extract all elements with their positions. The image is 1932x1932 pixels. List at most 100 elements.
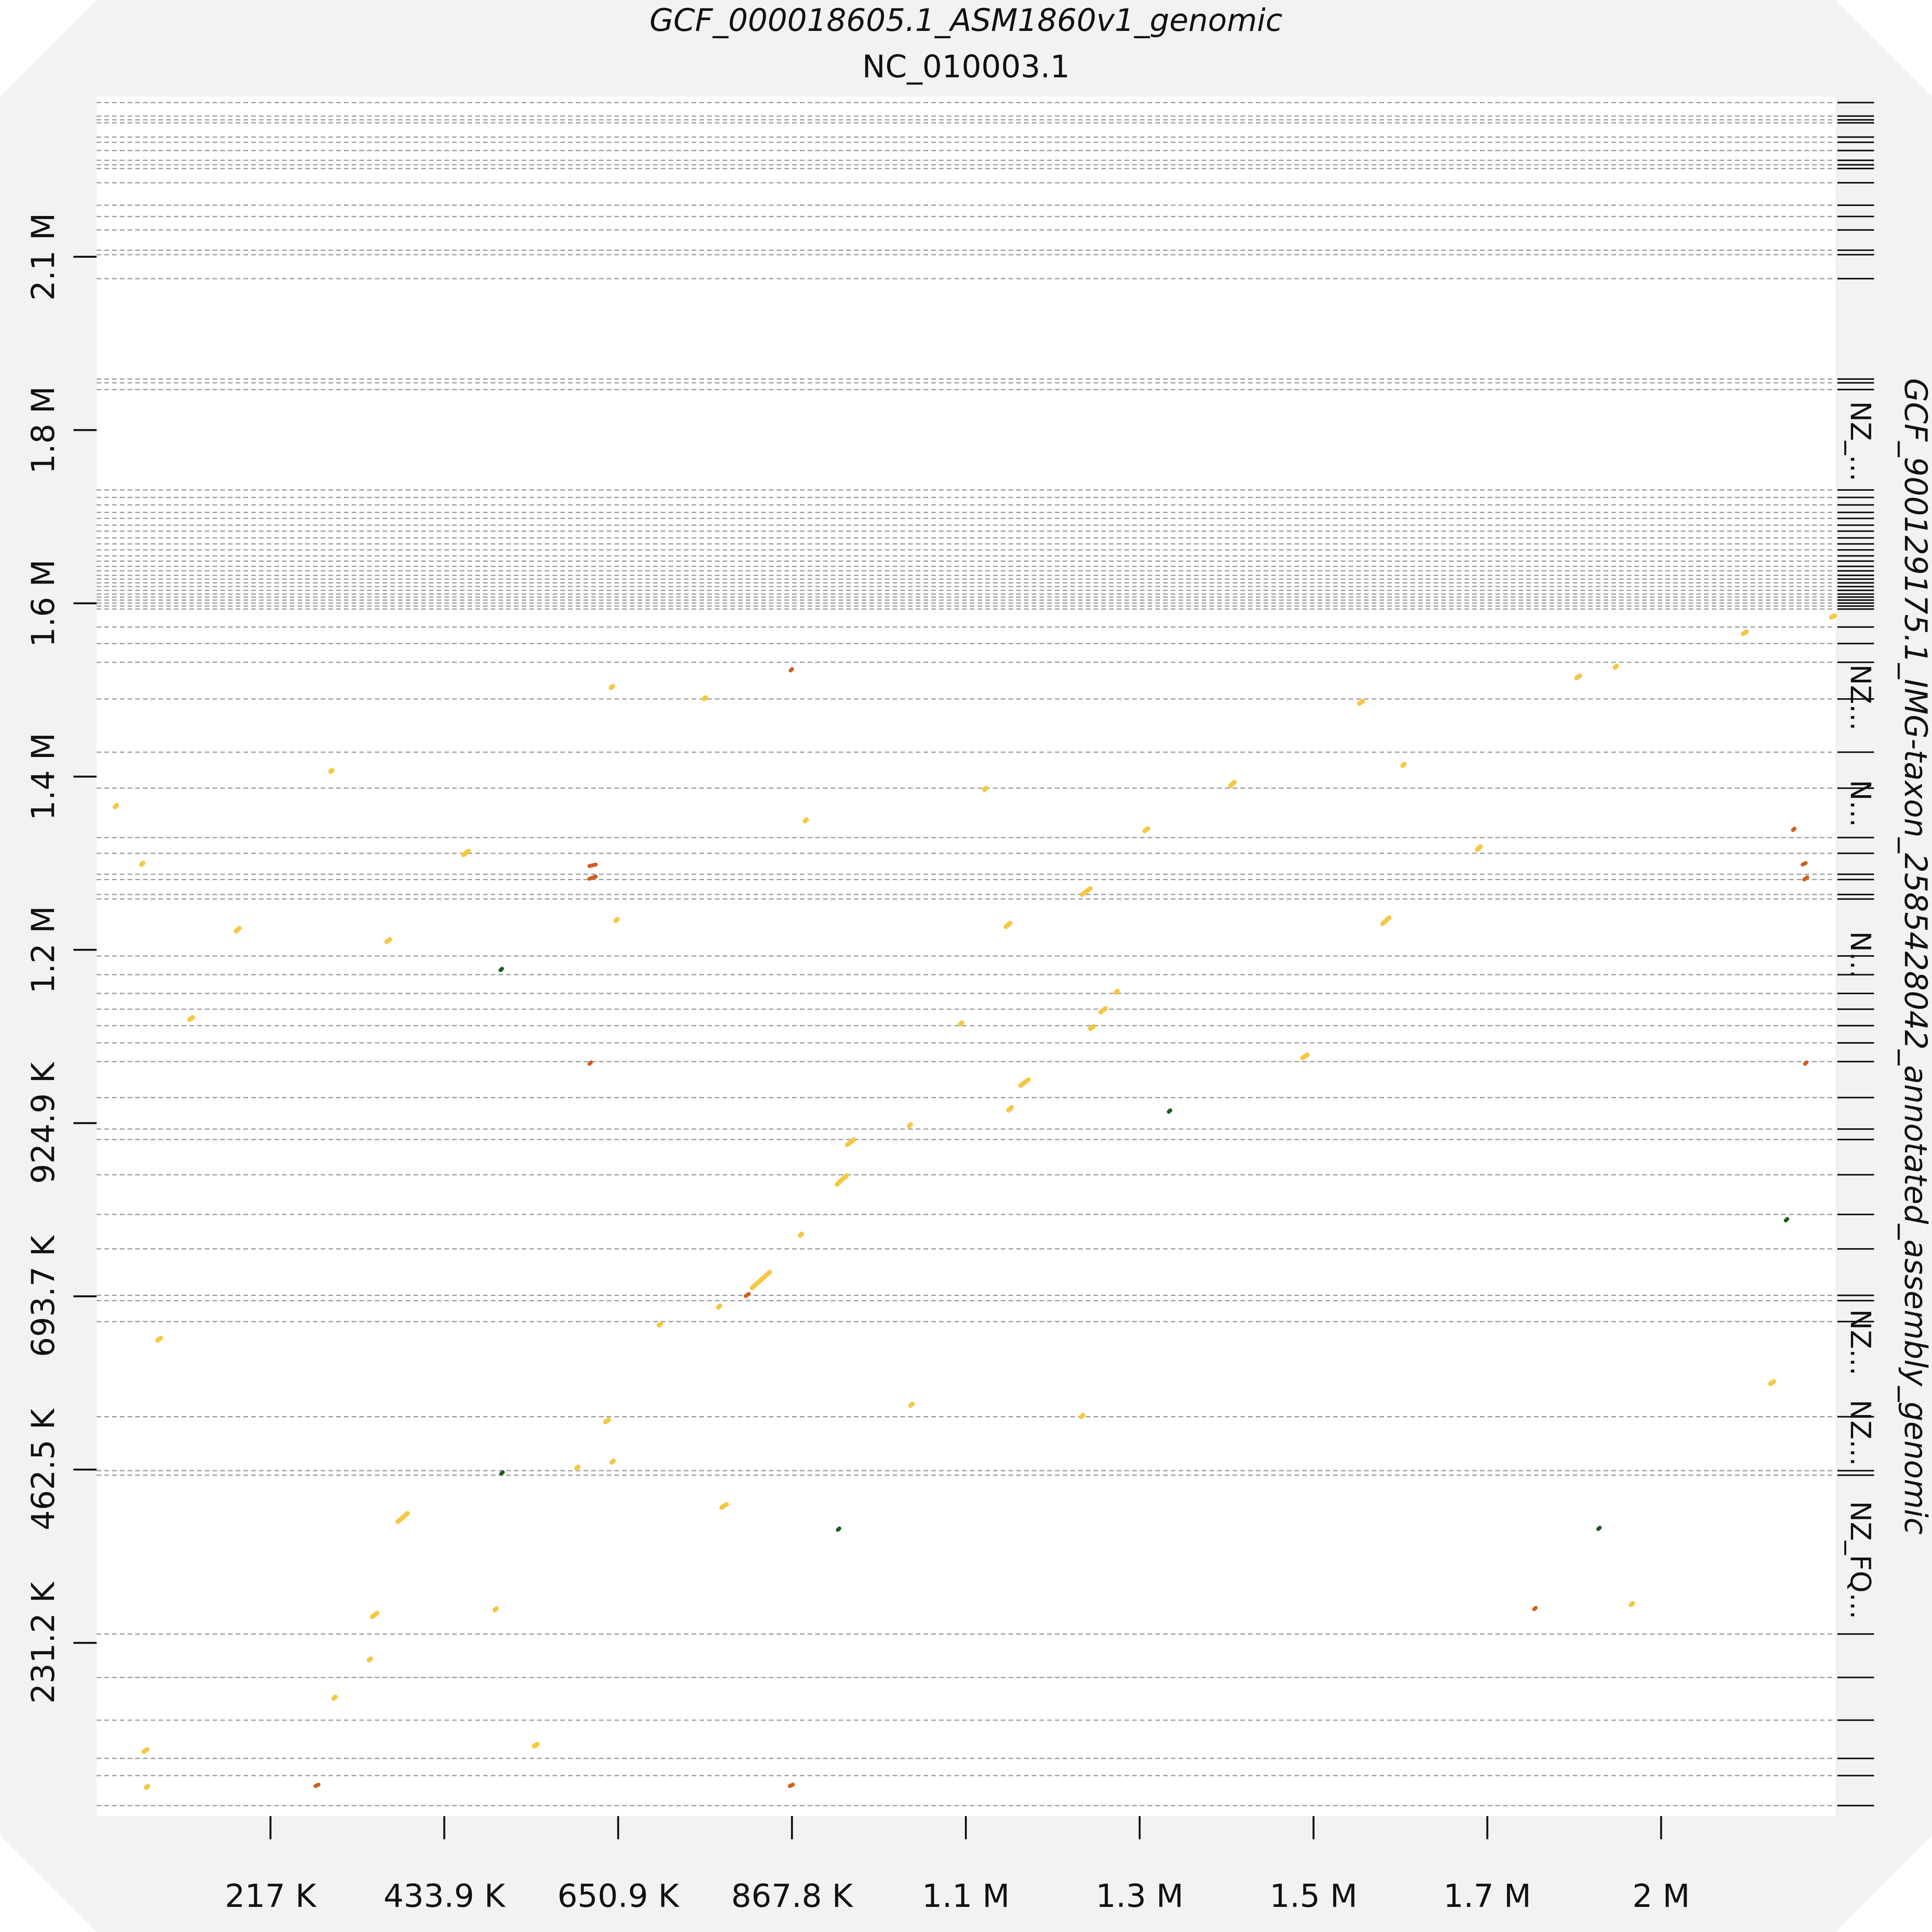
x-tick-label: 650.9 K	[557, 1878, 680, 1915]
alignment-segment	[1829, 613, 1837, 620]
x-tick-label: 1.3 M	[1096, 1878, 1184, 1915]
alignment-segment	[613, 917, 620, 923]
alignment-segment	[144, 1784, 150, 1790]
alignment-segment	[1357, 699, 1365, 706]
x-axis: 217 K 433.9 K 650.9 K 867.8 K 1.1 M 1.3 M 1.5 …	[225, 1816, 1690, 1915]
y-tick-label: 231.2 K	[25, 1581, 62, 1704]
alignment-segment	[1475, 844, 1483, 852]
x-tick-label: 433.9 K	[383, 1878, 506, 1915]
alignment-segment	[155, 1335, 163, 1343]
contig-label: NZ...	[1844, 1309, 1877, 1376]
alignment-segment	[750, 1270, 772, 1291]
y-tick-label: 462.5 K	[25, 1408, 62, 1531]
x-tick-label: 1.1 M	[922, 1878, 1010, 1915]
alignment-segment	[1741, 629, 1749, 636]
alignment-segment	[798, 1231, 804, 1238]
alignment-segment	[908, 1401, 915, 1408]
alignment-segment	[1113, 989, 1120, 995]
contig-label: N...	[1844, 931, 1877, 979]
alignment-segment	[587, 862, 598, 868]
alignment-segment	[1784, 1217, 1789, 1223]
y-tick-label: 924.9 K	[25, 1061, 62, 1184]
y-tick-label: 693.7 K	[25, 1235, 62, 1357]
alignment-segment	[701, 695, 708, 701]
y-tick-label: 1.6 M	[25, 560, 62, 647]
alignment-segment	[587, 874, 598, 881]
contig-label: N...	[1844, 780, 1877, 827]
x-tick-label: 2 M	[1632, 1878, 1690, 1915]
contig-gridlines	[97, 102, 1835, 1806]
alignment-segment	[656, 1321, 663, 1328]
alignment-segment	[1079, 1413, 1085, 1419]
alignment-segment	[1080, 886, 1093, 897]
alignment-segment	[395, 1511, 410, 1524]
x-tick-label: 1.5 M	[1270, 1878, 1357, 1915]
contig-label: NZ...	[1844, 664, 1877, 731]
alignment-segment	[982, 786, 988, 792]
alignment-segment	[836, 1526, 842, 1532]
alignment-segment	[958, 1020, 964, 1027]
alignment-segment	[532, 1742, 540, 1749]
alignment-segment	[1098, 1006, 1108, 1015]
alignment-segments	[112, 613, 1837, 1790]
alignment-segment	[1574, 673, 1582, 680]
y-tick-label: 1.2 M	[25, 906, 62, 994]
alignment-segment	[1167, 1108, 1172, 1114]
contig-labels: NZ_FQ... NZ... NZ... N... N... NZ... NZ_...	[1844, 401, 1877, 1619]
y-tick-label: 2.1 M	[25, 213, 62, 301]
alignment-segment	[112, 803, 119, 810]
alignment-segment	[328, 768, 335, 774]
x-tick-label: 867.8 K	[731, 1878, 854, 1915]
alignment-segment	[1532, 1605, 1538, 1611]
alignment-segment	[141, 1747, 150, 1754]
alignment-segment	[1768, 1379, 1776, 1386]
alignment-segment	[835, 1173, 849, 1187]
alignment-segment	[788, 667, 794, 673]
alignment-segment	[1791, 827, 1797, 832]
alignment-segment	[367, 1656, 373, 1663]
alignment-segment	[384, 937, 392, 944]
alignment-segment	[587, 1060, 593, 1066]
alignment-segment	[787, 1782, 795, 1788]
contig-label: NZ_FQ...	[1844, 1501, 1877, 1619]
alignment-segment	[743, 1292, 751, 1298]
alignment-segment	[461, 849, 471, 857]
alignment-segment	[1612, 663, 1619, 670]
contig-label: NZ_...	[1844, 401, 1877, 481]
alignment-segment	[1003, 920, 1013, 929]
x-tick-label: 217 K	[225, 1878, 317, 1915]
alignment-segment	[1228, 780, 1237, 788]
alignment-segment	[1400, 762, 1407, 768]
alignment-segment	[845, 1137, 856, 1147]
y-axis-label: GCF_900129175.1_IMG-taxon_2585428042_ann…	[1898, 378, 1932, 1535]
alignment-segment	[1803, 1060, 1809, 1066]
alignment-segment	[1018, 1077, 1031, 1088]
alignment-segment	[906, 1122, 913, 1129]
alignment-segment	[574, 1464, 581, 1471]
alignment-segment	[331, 1694, 338, 1701]
alignment-segment	[1380, 915, 1391, 926]
alignment-segment	[1629, 1601, 1635, 1607]
alignment-segment	[1596, 1526, 1602, 1531]
alignment-segment	[803, 817, 809, 824]
alignment-segment	[1300, 1052, 1310, 1060]
alignment-segment	[603, 1417, 611, 1425]
alignment-segment	[370, 1611, 379, 1619]
chart-subtitle: NC_010003.1	[862, 49, 1070, 85]
alignment-segment	[499, 1470, 505, 1476]
alignment-segment	[1006, 1105, 1014, 1113]
alignment-segment	[492, 1606, 499, 1612]
alignment-segment	[498, 966, 504, 972]
alignment-segment	[609, 684, 615, 690]
x-tick-label: 1.7 M	[1444, 1878, 1531, 1915]
contig-label: NZ...	[1844, 1400, 1877, 1466]
contig-ruler	[1837, 102, 1874, 1806]
alignment-segment	[187, 1015, 195, 1022]
chart-title: GCF_000018605.1_ASM1860v1_genomic	[650, 2, 1282, 38]
alignment-segment	[1088, 1024, 1096, 1031]
y-tick-label: 1.8 M	[25, 386, 62, 474]
alignment-segment	[719, 1502, 729, 1510]
alignment-segment	[233, 926, 242, 934]
alignment-segment	[313, 1782, 321, 1788]
